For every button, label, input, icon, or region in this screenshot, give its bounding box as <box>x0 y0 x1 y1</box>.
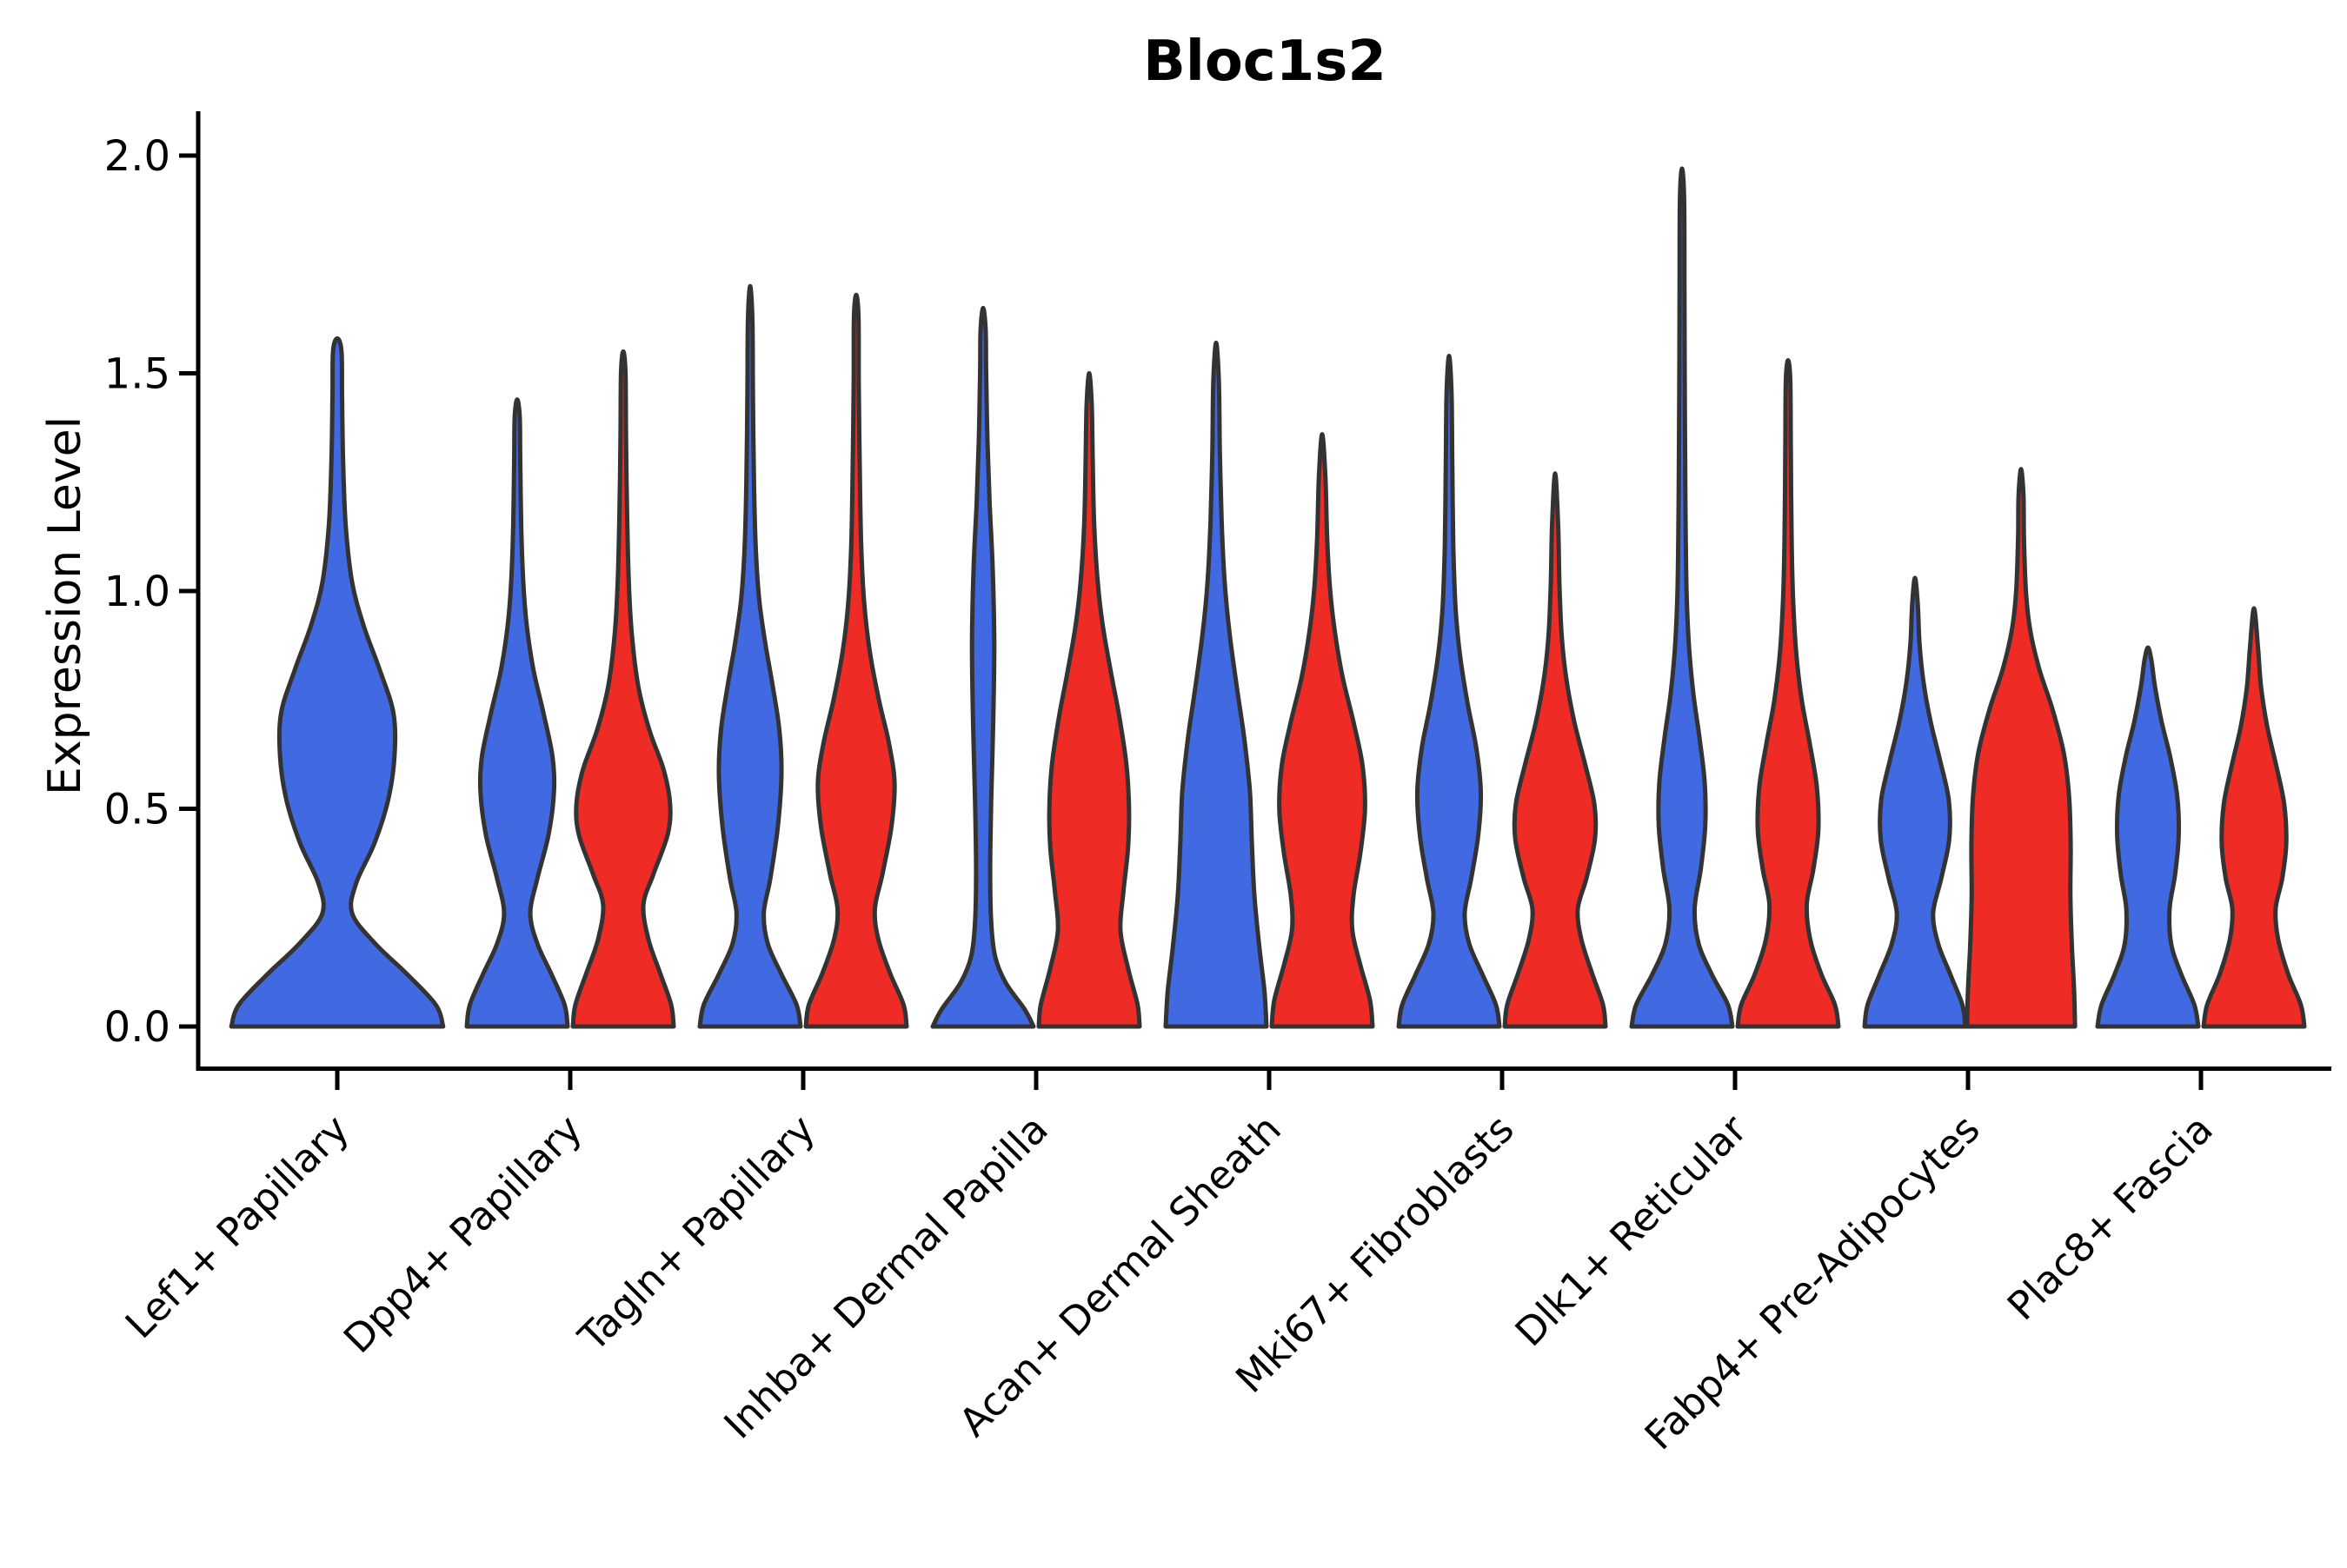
y-tick-label-4: 2.0 <box>104 132 170 181</box>
chart-title: Bloc1s2 <box>1143 30 1386 94</box>
violin-acan-dermal-sheath-blue <box>1163 340 1269 1029</box>
violin-inhba-dermal-papilla-blue <box>930 305 1036 1029</box>
x-tick-label-tagln-papillary: Tagln+ Papillary <box>569 1106 824 1360</box>
violin-dpp4-papillary-red <box>570 349 676 1029</box>
violin-tagln-papillary-red <box>803 292 909 1029</box>
violin-dlk1-reticular-red <box>1735 358 1841 1029</box>
x-tick-label-plac8-fascia: Plac8+ Fascia <box>1998 1106 2222 1329</box>
y-axis-label: Expression Level <box>39 416 91 795</box>
violin-layer <box>229 166 2307 1029</box>
violin-plac8-fascia-red <box>2201 606 2307 1029</box>
violin-inhba-dermal-papilla-red <box>1036 371 1142 1029</box>
violin-fabp4-pre-adipocytes-red <box>1965 467 2078 1029</box>
x-tick-label-dpp4-papillary: Dpp4+ Papillary <box>335 1106 591 1362</box>
x-tick-label-lef1-papillary: Lef1+ Papillary <box>116 1106 358 1347</box>
violin-dlk1-reticular-blue <box>1629 166 1735 1029</box>
y-tick-label-1: 0.5 <box>104 786 170 834</box>
violin-tagln-papillary-blue <box>697 283 803 1029</box>
y-tick-label-3: 1.5 <box>104 350 170 399</box>
violin-lef1-papillary-blue <box>229 336 446 1029</box>
violin-mki67-fibroblasts-blue <box>1396 354 1502 1029</box>
violin-acan-dermal-sheath-red <box>1269 432 1375 1029</box>
violin-mki67-fibroblasts-red <box>1502 471 1608 1029</box>
violin-plac8-fascia-blue <box>2095 645 2201 1029</box>
y-tick-label-0: 0.0 <box>104 1003 170 1052</box>
violin-fabp4-pre-adipocytes-blue <box>1862 575 1968 1029</box>
violin-dpp4-papillary-blue <box>464 397 570 1029</box>
y-tick-label-2: 1.0 <box>104 568 170 616</box>
x-tick-label-dlk1-reticular: Dlk1+ Reticular <box>1506 1106 1756 1355</box>
